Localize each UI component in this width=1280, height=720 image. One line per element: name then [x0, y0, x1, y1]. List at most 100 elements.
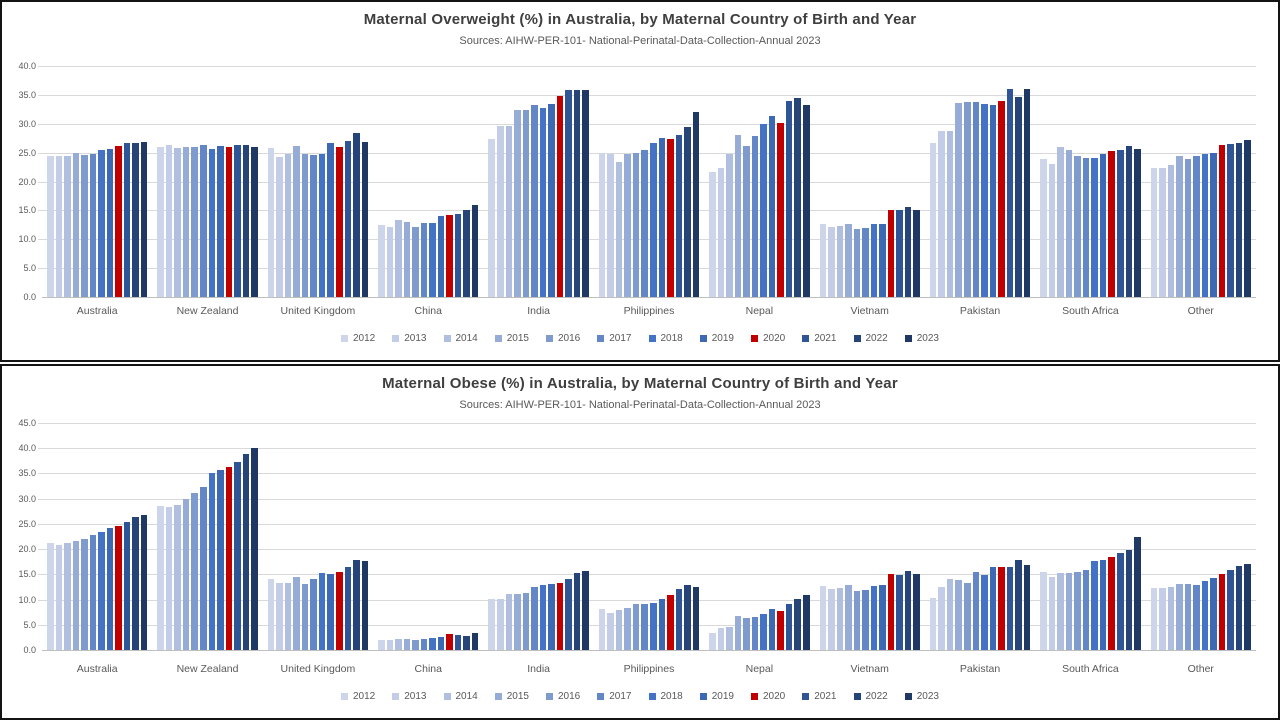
bar-philippines-2013 [607, 154, 614, 297]
bar-group-united-kingdom [263, 423, 373, 650]
chart-subtitle: Sources: AIHW-PER-101- National-Perinata… [459, 35, 821, 47]
bar-china-2020 [446, 215, 453, 297]
bar-philippines-2012 [598, 153, 606, 297]
y-tick-label-0: 0.0 [23, 645, 36, 655]
bar-other-2023 [1244, 563, 1251, 650]
legend-swatch-2014 [443, 335, 451, 342]
bar-philippines-2013 [607, 613, 614, 650]
bar-vietnam-2018 [870, 223, 878, 297]
legend-label-2014: 2014 [455, 691, 478, 702]
bar-south-africa-2014 [1057, 572, 1064, 650]
bar-nepal-2021 [785, 603, 793, 650]
bar-group-india [483, 66, 593, 297]
bar-nepal-2014 [726, 627, 733, 650]
legend-label-2018: 2018 [660, 691, 683, 702]
bar-india-2019 [548, 103, 555, 297]
bar-south-africa-2018 [1091, 561, 1098, 650]
bar-other-2015 [1176, 584, 1183, 650]
x-axis-label-pakistan: Pakistan [959, 663, 1001, 675]
y-tick-label-35: 35.0 [18, 468, 36, 479]
bar-south-africa-2017 [1082, 158, 1090, 297]
chart-title: Maternal Obese (%) in Australia, by Mate… [382, 375, 898, 392]
bar-other-2021 [1227, 570, 1234, 650]
legend-label-2019: 2019 [711, 691, 734, 702]
gridline-30 [38, 498, 1256, 500]
bar-pakistan-2023 [1023, 564, 1031, 650]
y-tick-label-20: 20.0 [18, 544, 36, 555]
bar-china-2016 [412, 227, 419, 297]
legend-item-2015: 2015 [494, 333, 529, 344]
bar-pakistan-2016 [964, 582, 971, 650]
bar-other-2012 [1150, 168, 1158, 297]
bar-group-south-africa [1035, 423, 1145, 650]
bar-south-africa-2013 [1048, 576, 1056, 650]
y-axis-labels: 0.0 5.0 10.0 15.0 20.0 25.0 30.0 35.0 40.0 45.0 [2, 418, 36, 655]
bar-groups [42, 66, 1256, 297]
y-tick-label-5: 5.0 [23, 263, 36, 274]
bar-india-2020 [556, 96, 564, 297]
bar-china-2014 [395, 219, 402, 297]
bar-group-south-africa [1035, 66, 1145, 297]
bar-group-australia [42, 66, 152, 297]
bar-new-zealand-2021 [234, 462, 241, 650]
y-tick-label-25: 25.0 [18, 147, 36, 158]
overweight-chart-panel: Maternal Overweight (%) in Australia, by… [0, 0, 1280, 362]
legend-swatch-2012 [341, 335, 348, 342]
legend-swatch-2021 [802, 335, 810, 342]
bar-china-2013 [386, 639, 394, 650]
bar-india-2023 [582, 90, 589, 297]
bar-philippines-2022 [684, 127, 691, 297]
bar-group-philippines [594, 66, 704, 297]
bar-pakistan-2020 [998, 567, 1005, 650]
bar-other-2016 [1184, 158, 1192, 297]
legend-swatch-2018 [648, 693, 656, 700]
bar-nepal-2013 [717, 167, 725, 297]
legend-label-2023: 2023 [916, 333, 939, 344]
bar-australia-2021 [123, 522, 131, 650]
bar-united-kingdom-2022 [353, 560, 360, 650]
legend-swatch-2023 [904, 335, 912, 342]
bar-india-2014 [505, 593, 513, 650]
bar-south-africa-2018 [1091, 158, 1098, 297]
bar-united-kingdom-2018 [318, 572, 326, 650]
legend-swatch-2015 [494, 335, 502, 342]
bar-india-2016 [522, 592, 530, 650]
bar-new-zealand-2018 [208, 472, 216, 650]
y-tick-label-40: 40.0 [18, 443, 36, 454]
bar-united-kingdom-2021 [344, 567, 352, 650]
bar-china-2018 [429, 223, 436, 297]
chart-title: Maternal Overweight (%) in Australia, by… [363, 11, 917, 28]
bar-group-other [1146, 66, 1256, 297]
bar-india-2014 [505, 126, 513, 297]
legend-label-2021: 2021 [814, 333, 837, 344]
x-axis-label-other: Other [1187, 305, 1214, 317]
bar-india-2013 [496, 599, 504, 650]
bar-china-2012 [378, 224, 385, 297]
y-tick-label-20: 20.0 [18, 176, 36, 187]
bar-philippines-2014 [615, 610, 623, 650]
bar-nepal-2020 [777, 123, 784, 297]
legend-label-2022: 2022 [865, 691, 888, 702]
legend-item-2013: 2013 [392, 333, 427, 344]
bar-china-2012 [378, 639, 385, 650]
bar-other-2018 [1201, 581, 1209, 650]
bar-vietnam-2023 [913, 209, 920, 297]
x-axis-label-pakistan: Pakistan [959, 305, 1001, 317]
bar-new-zealand-2012 [157, 505, 164, 650]
legend-label-2012: 2012 [353, 333, 376, 344]
bar-vietnam-2016 [853, 590, 861, 650]
bar-nepal-2015 [734, 134, 742, 297]
legend-label-2022: 2022 [865, 333, 888, 344]
bar-united-kingdom-2014 [284, 582, 292, 650]
bar-philippines-2021 [675, 589, 683, 650]
legend-label-2012: 2012 [353, 691, 376, 702]
bar-south-africa-2015 [1065, 572, 1073, 650]
legend-label-2016: 2016 [558, 691, 581, 702]
y-tick-label-30: 30.0 [18, 118, 36, 129]
bar-south-africa-2012 [1040, 571, 1047, 650]
y-tick-label-10: 10.0 [18, 594, 36, 605]
bar-india-2021 [565, 90, 572, 297]
bar-group-pakistan [925, 66, 1035, 297]
bar-south-africa-2020 [1108, 557, 1116, 650]
bar-pakistan-2022 [1015, 96, 1022, 297]
